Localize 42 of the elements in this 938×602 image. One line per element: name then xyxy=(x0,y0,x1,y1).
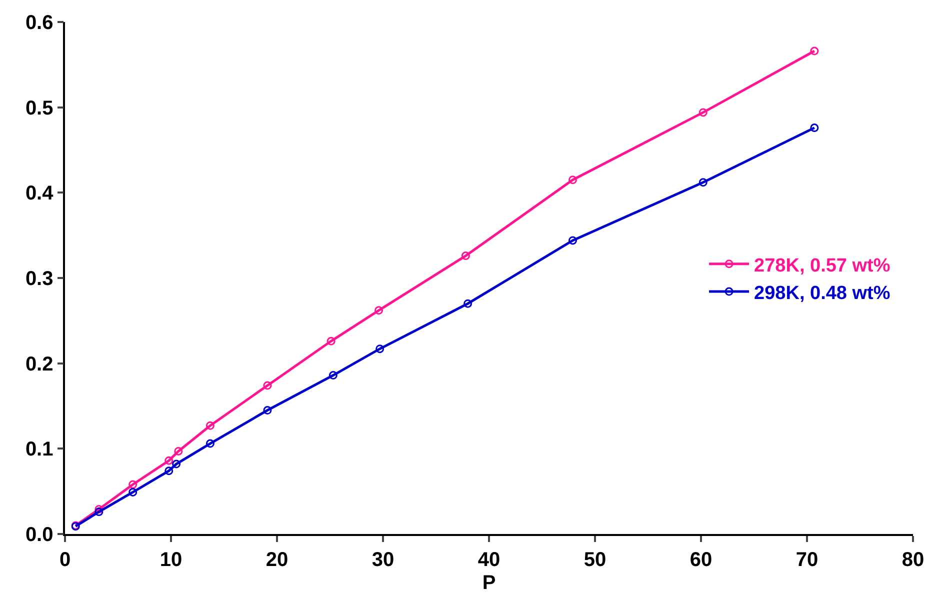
x-tick-label: 40 xyxy=(478,548,500,571)
x-tick-label: 10 xyxy=(160,548,182,571)
point xyxy=(128,480,138,489)
y-tick-label: 0.3 xyxy=(25,268,54,290)
point xyxy=(172,460,181,468)
point xyxy=(376,344,384,354)
y-tick-label: 0.0 xyxy=(25,524,54,546)
y-tick-label: 0.5 xyxy=(25,97,54,120)
point xyxy=(263,381,272,390)
point xyxy=(698,108,708,117)
x-tick-label: 70 xyxy=(796,548,818,571)
point xyxy=(206,439,214,448)
point xyxy=(810,46,819,56)
x-tick-label: 50 xyxy=(584,548,606,571)
point xyxy=(263,406,272,415)
point xyxy=(810,124,819,132)
point xyxy=(374,306,384,315)
point xyxy=(164,466,174,476)
point xyxy=(464,299,472,308)
y-tick-label: 0.2 xyxy=(25,353,54,376)
x-tick-label: 30 xyxy=(372,548,394,571)
legend-label: 298K, 0.48 wt% xyxy=(754,282,890,304)
point xyxy=(328,371,338,380)
x-tick-label: 0 xyxy=(59,548,71,571)
x-tick-label: 20 xyxy=(266,548,288,571)
y-tick-label: 0.6 xyxy=(25,12,54,34)
point xyxy=(568,176,577,184)
x-tick-label: 60 xyxy=(690,548,712,571)
point xyxy=(128,488,138,496)
point xyxy=(326,336,336,346)
point xyxy=(461,252,470,260)
point xyxy=(698,178,708,187)
point xyxy=(568,236,577,245)
x-tick-label: 80 xyxy=(902,548,924,571)
y-tick-label: 0.1 xyxy=(25,438,54,461)
point xyxy=(206,421,214,430)
point xyxy=(174,446,183,456)
point xyxy=(94,508,104,516)
x-axis-title: P xyxy=(482,572,496,594)
y-tick-label: 0.4 xyxy=(25,182,54,205)
point xyxy=(164,456,174,465)
legend-label: 278K, 0.57 wt% xyxy=(754,255,890,276)
